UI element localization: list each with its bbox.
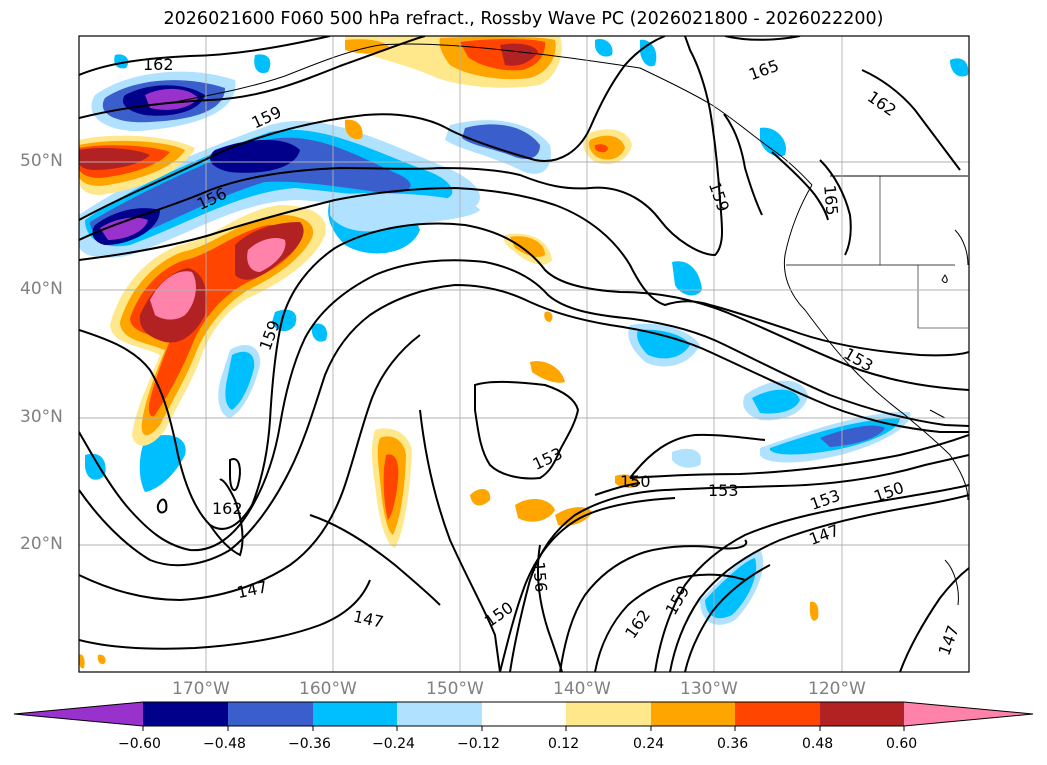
colorbar-segment bbox=[143, 702, 228, 726]
lat-label: 50°N bbox=[20, 151, 63, 171]
positive-anomaly-fields bbox=[79, 36, 819, 669]
lat-label: 40°N bbox=[20, 279, 63, 299]
colorbar-segment bbox=[820, 702, 904, 726]
lon-label: 150°W bbox=[426, 679, 484, 699]
colorbar-segment bbox=[735, 702, 820, 726]
lat-label: 20°N bbox=[20, 534, 63, 554]
colorbar-tick-label: 0.12 bbox=[548, 736, 580, 752]
contour-label: 156 bbox=[529, 561, 551, 593]
colorbar-tick-label: 0.60 bbox=[886, 736, 918, 752]
contour-label: 162 bbox=[143, 55, 174, 74]
lon-label: 170°W bbox=[172, 679, 230, 699]
contour-label: 153 bbox=[708, 481, 739, 500]
lat-label: 30°N bbox=[20, 407, 63, 427]
lon-label: 140°W bbox=[553, 679, 611, 699]
colorbar-tick-label: −0.48 bbox=[203, 736, 246, 752]
refractivity-contours bbox=[79, 36, 969, 672]
colorbar-tick-label: 0.24 bbox=[633, 736, 665, 752]
colorbar-segment bbox=[313, 702, 397, 726]
colorbar bbox=[13, 701, 1034, 731]
colorbar-extend-max bbox=[904, 702, 1033, 726]
lon-label: 160°W bbox=[299, 679, 357, 699]
contour-label: 150 bbox=[620, 472, 651, 491]
colorbar-segment bbox=[397, 702, 482, 726]
map-title: 2026021600 F060 500 hPa refract., Rossby… bbox=[163, 9, 884, 29]
colorbar-segment bbox=[651, 702, 735, 726]
colorbar-tick-label: −0.60 bbox=[118, 736, 161, 752]
colorbar-segment bbox=[482, 702, 566, 726]
lon-label: 120°W bbox=[808, 679, 866, 699]
colorbar-tick-label: 0.36 bbox=[717, 736, 749, 752]
colorbar-tick-label: −0.24 bbox=[372, 736, 415, 752]
contour-label: 165 bbox=[820, 184, 842, 216]
colorbar-extend-min bbox=[14, 702, 143, 726]
colorbar-segment bbox=[228, 702, 313, 726]
colorbar-tick-label: −0.12 bbox=[457, 736, 500, 752]
lon-label: 130°W bbox=[680, 679, 738, 699]
colorbar-segment bbox=[566, 702, 651, 726]
colorbar-tick-label: 0.48 bbox=[802, 736, 834, 752]
colorbar-tick-label: −0.36 bbox=[288, 736, 331, 752]
map-frame bbox=[78, 35, 970, 673]
contour-label: 162 bbox=[212, 499, 243, 518]
